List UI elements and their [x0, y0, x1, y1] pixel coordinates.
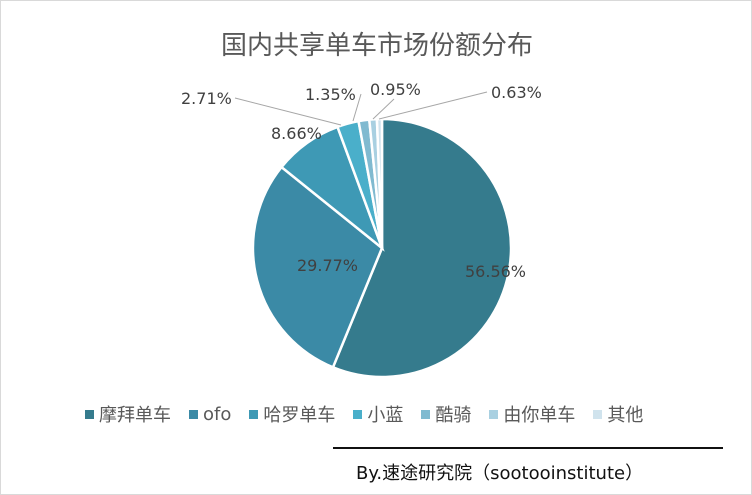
chart-title: 国内共享单车市场份额分布 — [220, 31, 533, 61]
legend-item: 小蓝 — [353, 401, 403, 427]
legend-label: 由你单车 — [503, 405, 576, 426]
legend-label: 哈罗单车 — [263, 405, 336, 426]
legend-item: 其他 — [593, 401, 643, 427]
leader-line-3 — [234, 97, 342, 126]
data-label-5: 0.95% — [370, 80, 421, 99]
legend-swatch — [421, 409, 431, 419]
source-credit: By.速途研究院（sootooinstitute） — [356, 463, 644, 484]
data-label-4: 1.35% — [305, 85, 356, 104]
legend-swatch — [353, 409, 363, 419]
legend-swatch — [189, 409, 198, 419]
leader-line-4 — [352, 93, 362, 122]
legend-label: 其他 — [607, 405, 644, 426]
leader-line-5 — [372, 98, 395, 120]
legend-item: 摩拜单车 — [85, 401, 171, 427]
divider — [333, 447, 723, 449]
legend-label: 小蓝 — [367, 405, 404, 426]
legend-label: 摩拜单车 — [99, 405, 171, 426]
data-label-1: 29.77% — [297, 256, 358, 275]
pie-slice-0 — [331, 117, 513, 379]
legend-swatch — [593, 409, 603, 419]
data-label-6: 0.63% — [491, 83, 542, 102]
legend-item: 由你单车 — [489, 401, 575, 427]
legend-label: ofo — [203, 403, 232, 425]
data-label-0: 56.56% — [465, 262, 526, 281]
leader-line-6 — [378, 91, 488, 120]
legend-swatch — [249, 409, 259, 419]
legend: 摩拜单车 ofo 哈罗单车 小蓝 酷骑 由你单车 其他 — [85, 401, 643, 427]
legend-label: 酷骑 — [435, 405, 472, 426]
legend-item: 酷骑 — [421, 401, 471, 427]
data-label-2: 8.66% — [271, 124, 322, 143]
pie-slice-1 — [251, 165, 384, 369]
legend-item: ofo — [189, 404, 231, 425]
legend-swatch — [489, 409, 499, 419]
legend-swatch — [85, 409, 94, 419]
legend-item: 哈罗单车 — [249, 401, 335, 427]
data-label-3: 2.71% — [181, 89, 232, 108]
